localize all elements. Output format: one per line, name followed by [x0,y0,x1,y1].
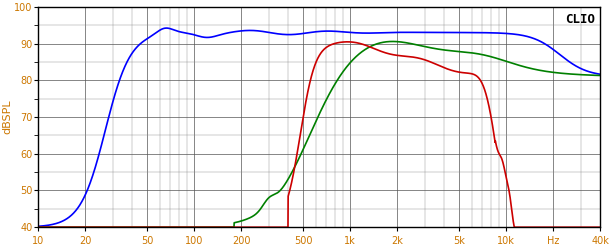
Y-axis label: dBSPL: dBSPL [3,100,13,134]
Text: CLIO: CLIO [565,13,595,26]
